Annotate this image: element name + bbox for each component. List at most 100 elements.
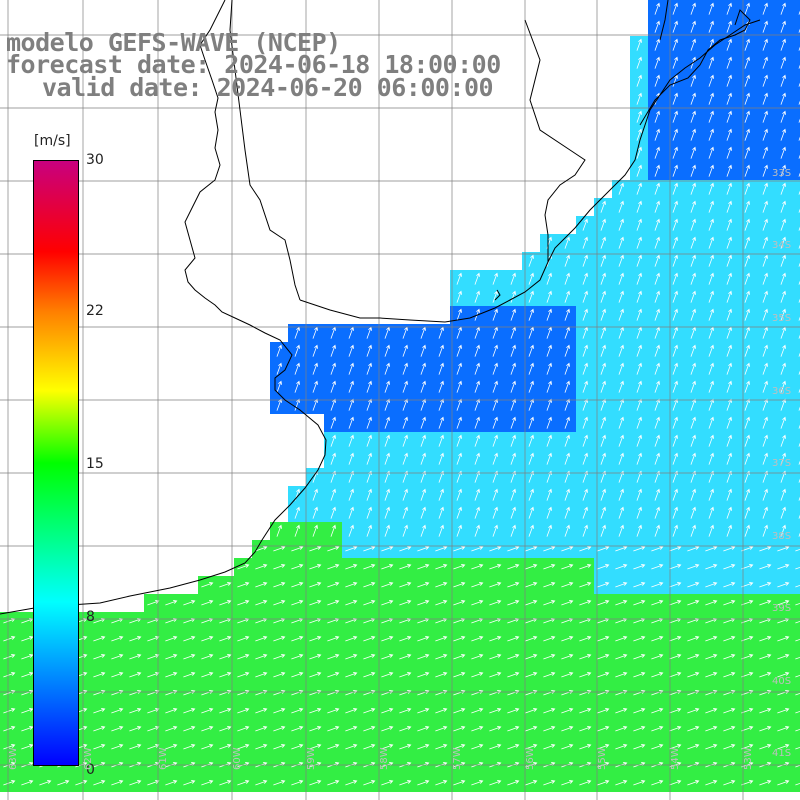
wind-arrow: [561, 582, 574, 588]
wind-arrow: [744, 2, 750, 15]
wind-arrow: [507, 726, 520, 732]
wind-arrow: [582, 506, 588, 519]
wind-arrow: [456, 362, 462, 375]
wind-arrow: [579, 636, 592, 642]
field-cell: [792, 198, 800, 216]
wind-arrow: [744, 128, 750, 141]
wind-arrow: [564, 344, 570, 357]
wind-arrow: [507, 600, 520, 606]
wind-arrow: [111, 780, 124, 786]
wind-arrow: [402, 344, 408, 357]
wind-arrow: [474, 488, 480, 501]
wind-arrow: [528, 398, 534, 411]
wind-arrow: [384, 380, 390, 393]
wind-arrow: [348, 452, 354, 465]
wind-arrow: [690, 164, 696, 177]
wind-arrow: [726, 236, 732, 249]
wind-arrow: [618, 506, 624, 519]
wind-arrow: [600, 326, 606, 339]
wind-arrow: [744, 200, 750, 213]
wind-arrow: [654, 200, 660, 213]
wind-arrow: [654, 164, 660, 177]
wind-arrow: [3, 690, 16, 696]
wind-arrow: [471, 690, 484, 696]
wind-arrow: [795, 548, 800, 552]
wind-arrow: [708, 416, 714, 429]
wind-arrow: [723, 636, 736, 642]
wind-arrow: [525, 564, 538, 570]
wind-arrow: [399, 546, 412, 552]
wind-arrow: [528, 254, 534, 267]
wind-arrow: [780, 146, 786, 159]
wind-arrow: [759, 654, 772, 660]
wind-arrow: [528, 524, 534, 537]
wind-arrow: [708, 218, 714, 231]
wind-arrow: [636, 380, 642, 393]
wind-arrow: [672, 452, 678, 465]
wind-arrow: [507, 744, 520, 750]
wind-arrow: [543, 654, 556, 660]
wind-arrow: [489, 600, 502, 606]
wind-arrow: [723, 726, 736, 732]
wind-arrow: [492, 524, 498, 537]
wind-arrow: [672, 146, 678, 159]
wind-arrow: [744, 92, 750, 105]
wind-arrow: [327, 546, 340, 552]
wind-arrow: [348, 398, 354, 411]
wind-arrow: [690, 146, 696, 159]
wind-arrow: [489, 708, 502, 714]
wind-arrow: [201, 708, 214, 714]
field-cell: [792, 684, 800, 702]
wind-arrow: [330, 488, 336, 501]
wind-arrow: [255, 600, 268, 606]
wind-arrow: [654, 20, 660, 33]
wind-arrow: [147, 636, 160, 642]
wind-arrow: [690, 488, 696, 501]
wind-arrow: [399, 672, 412, 678]
wind-arrow: [762, 20, 768, 33]
wind-arrow: [672, 398, 678, 411]
wind-arrow: [492, 290, 498, 303]
wind-arrow: [399, 744, 412, 750]
wind-arrow: [690, 290, 696, 303]
lat-label-33s: 33S: [772, 168, 792, 179]
wind-arrow: [669, 600, 682, 606]
wind-arrow: [546, 416, 552, 429]
wind-arrow: [366, 488, 372, 501]
wind-arrow: [543, 780, 556, 786]
wind-arrow: [633, 708, 646, 714]
wind-arrow: [636, 74, 642, 87]
wind-arrow: [651, 708, 664, 714]
wind-arrow: [690, 344, 696, 357]
wind-arrow: [636, 38, 642, 51]
wind-arrow: [654, 146, 660, 159]
wind-arrow: [600, 398, 606, 411]
wind-arrow: [795, 602, 800, 606]
wind-arrow: [780, 308, 786, 321]
wind-arrow: [777, 708, 790, 714]
wind-arrow: [420, 416, 426, 429]
wind-arrow: [780, 272, 786, 285]
wind-arrow: [687, 654, 700, 660]
wind-arrow: [327, 636, 340, 642]
wind-arrow: [564, 290, 570, 303]
wind-arrow: [726, 452, 732, 465]
wind-arrow: [345, 690, 358, 696]
wind-arrow: [363, 690, 376, 696]
wind-arrow: [708, 344, 714, 357]
wind-arrow: [474, 398, 480, 411]
wind-arrow: [672, 92, 678, 105]
wind-arrow: [561, 708, 574, 714]
wind-arrow: [654, 272, 660, 285]
wind-arrow: [582, 326, 588, 339]
wind-arrow: [705, 708, 718, 714]
wind-arrow: [3, 744, 16, 750]
wind-arrow: [723, 708, 736, 714]
wind-arrow: [273, 744, 286, 750]
colorbar-tick-22: 22: [86, 303, 104, 319]
wind-arrow: [744, 110, 750, 123]
wind-arrow: [759, 744, 772, 750]
wind-arrow: [654, 182, 660, 195]
wind-arrow: [726, 128, 732, 141]
wind-arrow: [618, 254, 624, 267]
